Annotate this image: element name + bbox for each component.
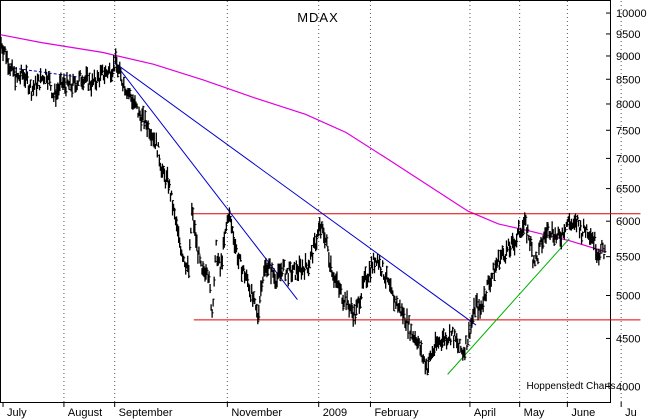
y-tick-label: 8000 (616, 99, 640, 111)
x-tick-label: July (7, 407, 27, 419)
x-tick-label: May (524, 407, 545, 419)
trend-line (114, 62, 298, 300)
chart-credit: Hoppenstedt Charts (527, 381, 616, 392)
price-bars (0, 36, 607, 376)
trend-line (447, 238, 570, 375)
trend-lines (9, 62, 570, 375)
y-tick-label: 10000 (616, 8, 647, 20)
horizontal-levels (190, 213, 641, 321)
x-tick-label: September (119, 407, 173, 419)
chart-title: MDAX (297, 10, 339, 25)
x-tick-label: November (231, 407, 282, 419)
y-tick-label: 9000 (616, 51, 640, 63)
y-tick-label: 5000 (616, 290, 640, 302)
y-axis: 10000 9500 9000 8500 8000 7500 7000 6500 6000 550… (606, 8, 647, 393)
grid (63, 1, 622, 402)
plot-area (0, 0, 611, 403)
x-tick-label: April (474, 407, 496, 419)
y-tick-label: 8500 (616, 74, 640, 86)
y-tick-label: 4500 (616, 333, 640, 345)
y-tick-label: 7000 (616, 153, 640, 165)
x-tick-label: Ju (625, 407, 637, 419)
trend-line (114, 62, 477, 326)
x-tick-label: August (68, 407, 102, 419)
y-tick-label: 6500 (616, 184, 640, 196)
x-tick-label: February (374, 407, 419, 419)
y-tick-label: 5500 (616, 252, 640, 264)
trend-line (9, 66, 78, 78)
y-tick-label: 9500 (616, 29, 640, 41)
y-tick-label: 6000 (616, 216, 640, 228)
moving-average-line (0, 34, 606, 253)
y-tick-label: 7500 (616, 125, 640, 137)
moving-average-layer (0, 34, 606, 253)
x-axis: July August September November 2009 February A… (2, 402, 637, 419)
x-tick-label: 2009 (323, 407, 347, 419)
x-tick-label: June (571, 407, 595, 419)
y-tick-label: 4000 (616, 381, 640, 393)
